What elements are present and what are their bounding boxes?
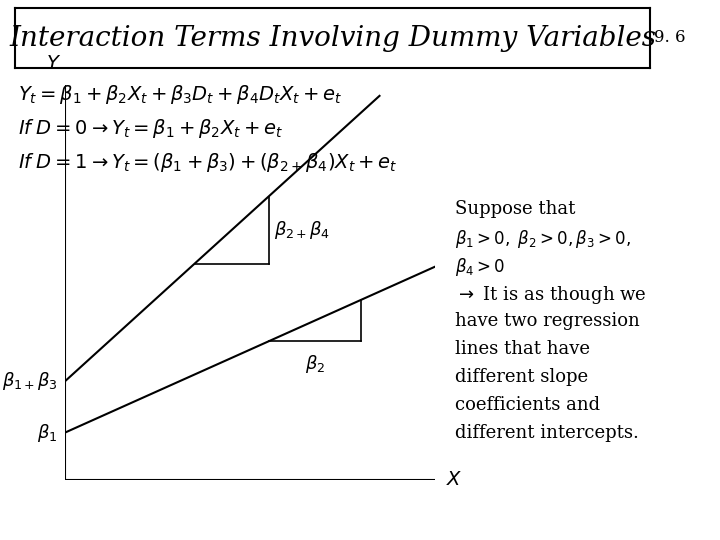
Text: $Y_t = \beta_1 + \beta_2 X_t + \beta_3 D_t + \beta_4 D_t X_t + e_t$: $Y_t = \beta_1 + \beta_2 X_t + \beta_3 D… <box>18 84 342 106</box>
Text: $\rightarrow$ It is as though we: $\rightarrow$ It is as though we <box>455 284 647 306</box>
Text: different slope: different slope <box>455 368 588 386</box>
Text: lines that have: lines that have <box>455 340 590 358</box>
Text: $If\; D = 0 \rightarrow Y_t = \beta_1 + \beta_2 X_t + e_t$: $If\; D = 0 \rightarrow Y_t = \beta_1 + … <box>18 117 283 139</box>
Text: Interaction Terms Involving Dummy Variables: Interaction Terms Involving Dummy Variab… <box>9 24 656 51</box>
Text: $\beta_2$: $\beta_2$ <box>305 353 325 375</box>
Text: $\beta_4 >0$: $\beta_4 >0$ <box>455 256 505 278</box>
Text: $If\; D = 1 \rightarrow Y_t = (\beta_1 + \beta_3) + (\beta_{2+}\beta_4)X_t + e_t: $If\; D = 1 \rightarrow Y_t = (\beta_1 +… <box>18 151 397 173</box>
Text: $X$: $X$ <box>446 471 463 489</box>
Text: different intercepts.: different intercepts. <box>455 424 639 442</box>
Text: $\beta_{1+}\beta_3$: $\beta_{1+}\beta_3$ <box>1 370 58 392</box>
Text: $Y$: $Y$ <box>46 55 61 73</box>
Text: $\beta_1$: $\beta_1$ <box>37 422 58 443</box>
Text: $\beta_{2+}\beta_4$: $\beta_{2+}\beta_4$ <box>274 219 330 241</box>
Text: Suppose that: Suppose that <box>455 200 575 218</box>
Text: $\beta_1 >0,\;\beta_2 >0, \beta_3 >0,$: $\beta_1 >0,\;\beta_2 >0, \beta_3 >0,$ <box>455 228 631 250</box>
Text: 9. 6: 9. 6 <box>654 30 685 46</box>
Text: coefficients and: coefficients and <box>455 396 600 414</box>
Text: have two regression: have two regression <box>455 312 640 330</box>
